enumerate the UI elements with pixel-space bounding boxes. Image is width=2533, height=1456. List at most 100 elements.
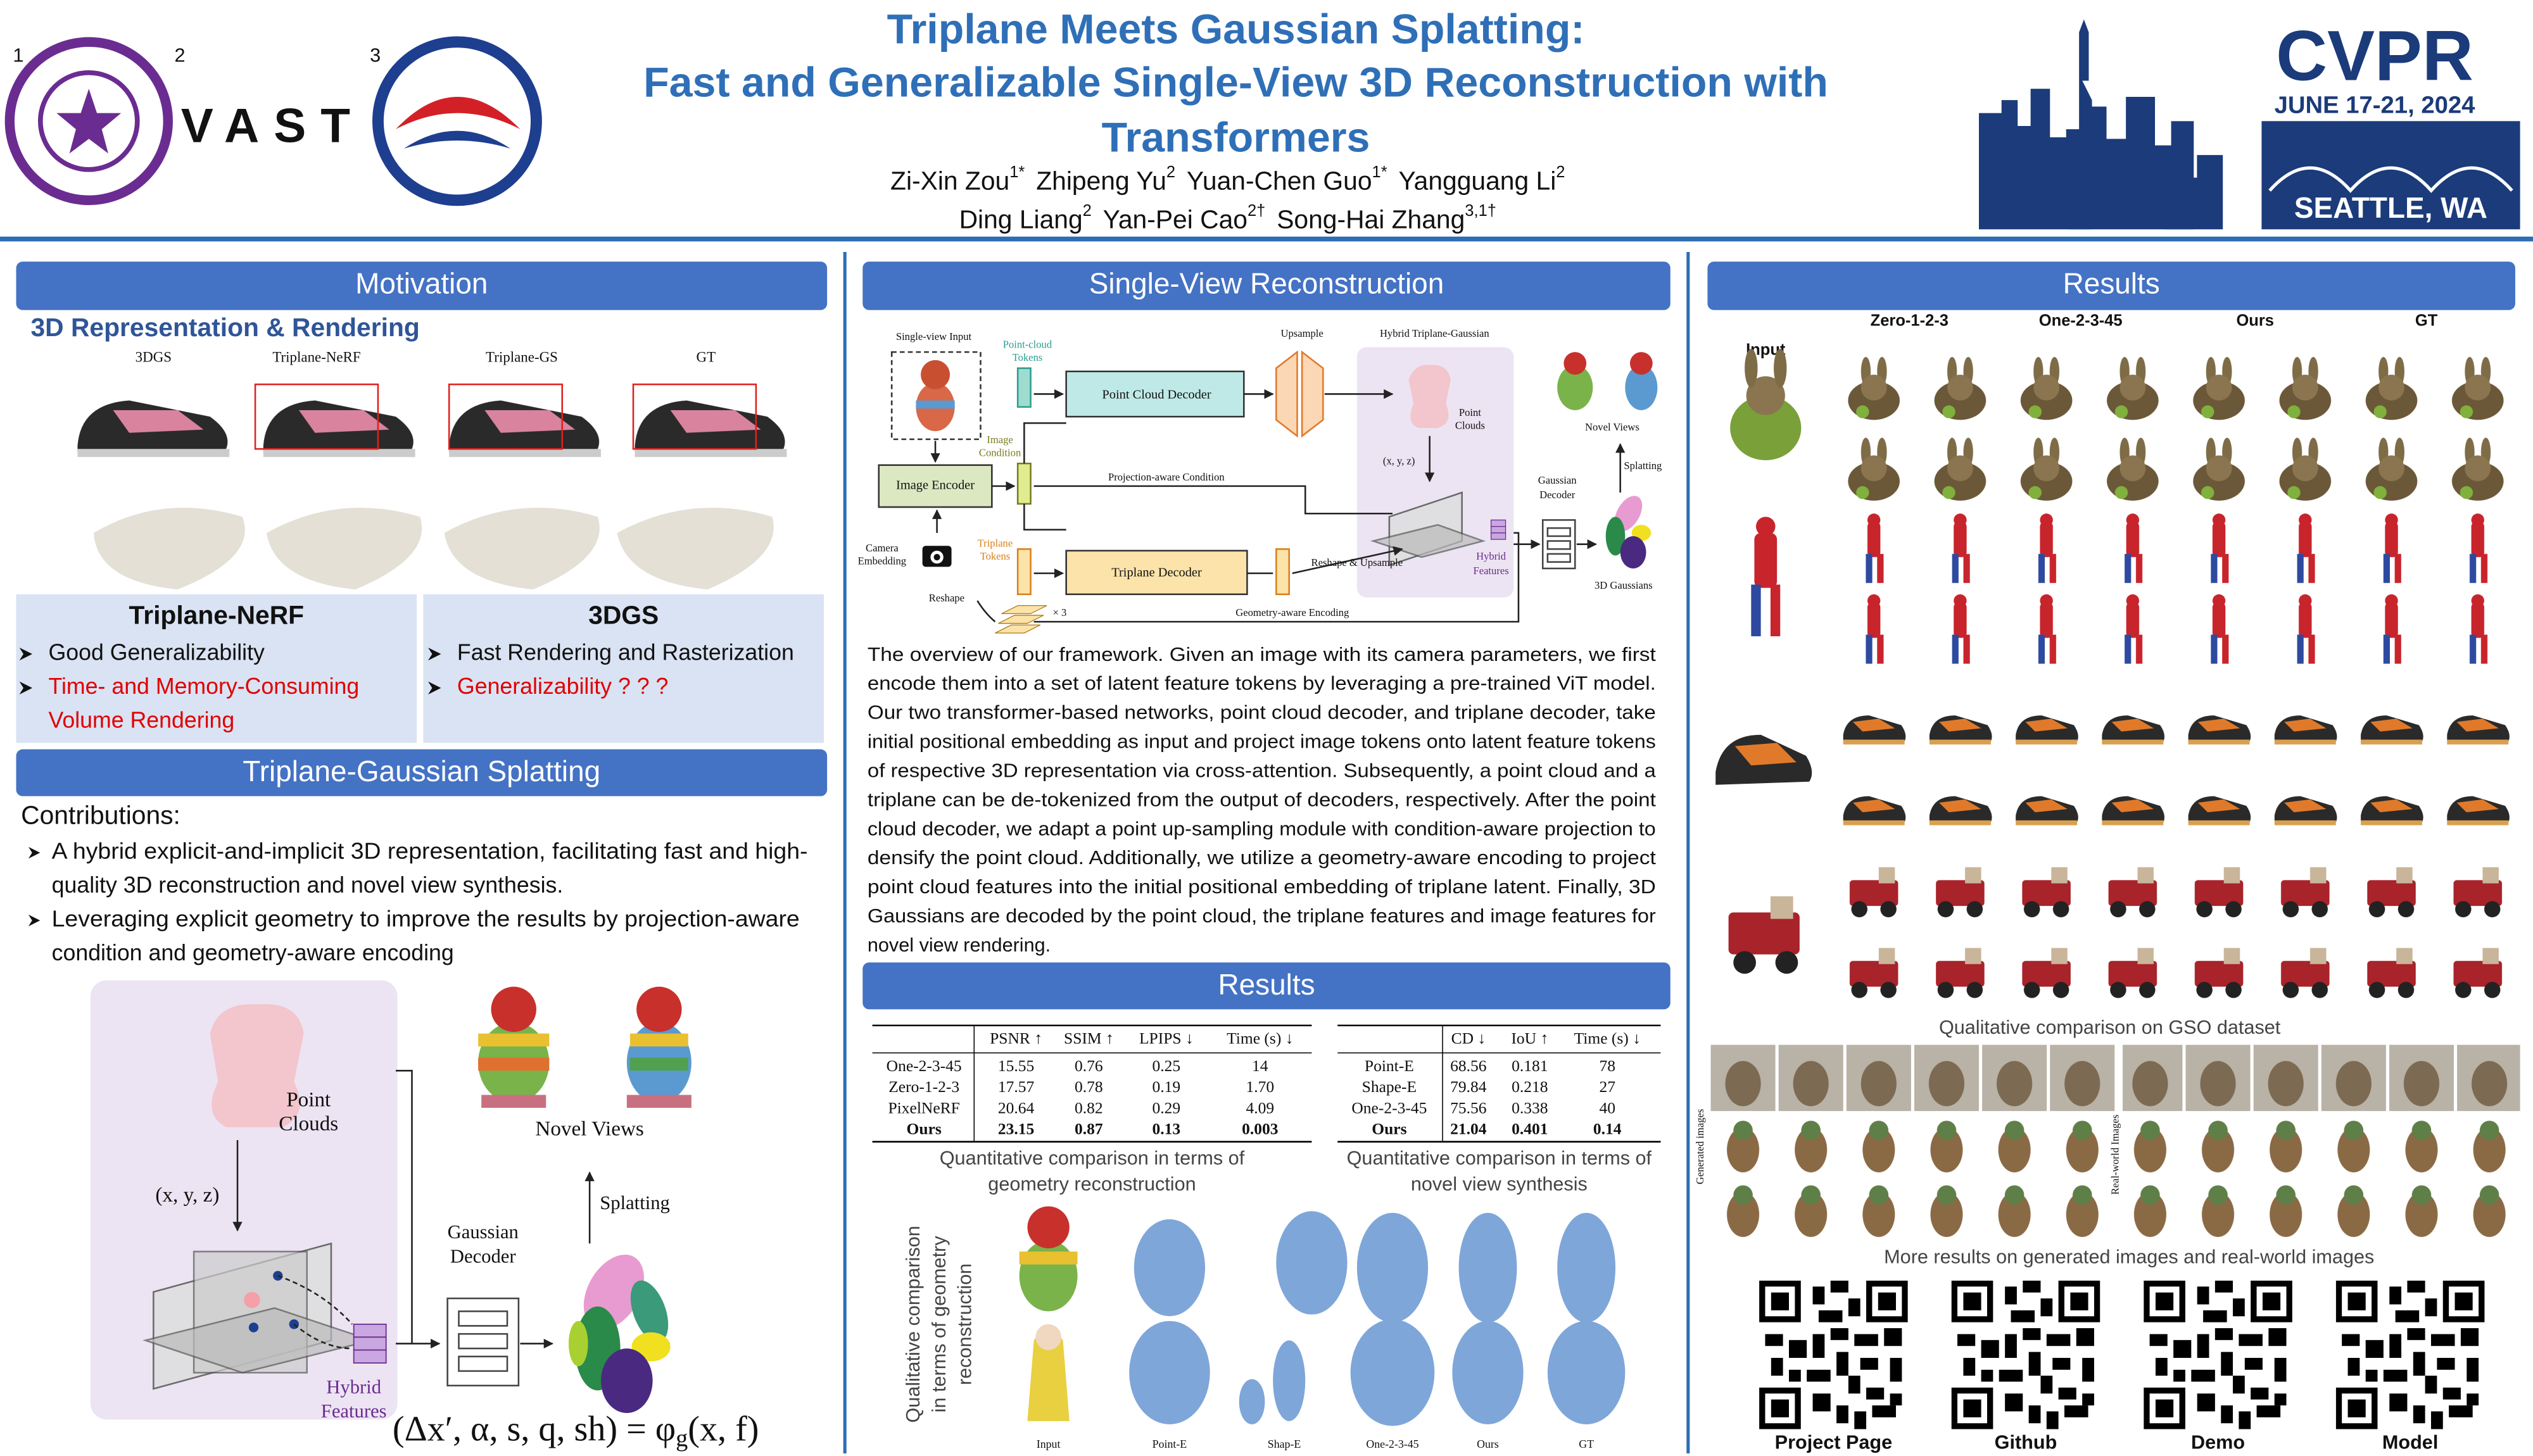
triplane-gs-section: Triplane-Gaussian Splatting Contribution… <box>16 749 828 1452</box>
affiliation-mark: 3 <box>370 44 381 66</box>
contributions-label: Contributions: <box>21 801 180 830</box>
decoration <box>1490 532 1507 540</box>
table-header: SSIM ↑ <box>1064 1029 1114 1048</box>
decoration <box>1458 1212 1517 1323</box>
decoration <box>1546 553 1571 563</box>
figure-label: GT <box>1579 1438 1594 1450</box>
table-cell: 79.84 <box>1450 1077 1487 1096</box>
title: Triplane Meets Gaussian Splatting: <box>887 6 1585 53</box>
figure-label: One-2-3-45 <box>1366 1438 1418 1450</box>
diagram-label: Triplane <box>978 537 1013 549</box>
table-header: IoU ↑ <box>1511 1029 1548 1048</box>
decoration <box>568 1321 588 1367</box>
description-line: novel view rendering. <box>868 934 1051 956</box>
description-line: Our two transformer-based networks, poin… <box>868 702 1656 724</box>
decoration <box>2068 97 2194 230</box>
contribution-line: condition and geometry-aware encoding <box>52 940 454 965</box>
description-line: densify the point cloud. Additionally, w… <box>868 847 1656 869</box>
side-label: Generated images <box>1694 1109 1706 1184</box>
table-header: CD ↓ <box>1451 1029 1486 1048</box>
table-cell: Zero-1-2-3 <box>888 1077 959 1096</box>
affiliation: 1* <box>1372 163 1387 181</box>
decoration <box>1019 1252 1078 1265</box>
table-cell: 20.64 <box>998 1098 1035 1117</box>
decoration <box>1490 519 1507 540</box>
table-header: LPIPS ↓ <box>1139 1029 1194 1048</box>
decoration <box>478 1057 550 1071</box>
author-name: Zi-Xin Zou <box>890 166 1009 195</box>
figure-caption: Qualitative comparison <box>902 1226 924 1422</box>
affiliation: 1* <box>1009 163 1025 181</box>
qr-code <box>2335 1280 2485 1429</box>
author-line: Zi-Xin Zou1* Zhipeng Yu2 Yuan-Chen Guo1* Ya… <box>890 163 1565 195</box>
gaussian-blobs <box>1605 496 1652 568</box>
description: The overview of our framework. Given an … <box>868 644 1657 956</box>
diagram-label: Triplane Decoder <box>1111 565 1202 579</box>
table-cell: 0.25 <box>1153 1057 1181 1075</box>
table-cell: PixelNeRF <box>888 1098 960 1117</box>
section-bar <box>16 261 828 310</box>
diagram-label: Point-cloud <box>1003 339 1052 351</box>
table-header: Time (s) ↓ <box>1227 1029 1293 1048</box>
decoration <box>1016 462 1032 505</box>
decoration <box>1490 525 1507 534</box>
figure-label: Gaussian <box>448 1221 519 1243</box>
decoration <box>636 986 682 1032</box>
table-cell: Shape-E <box>1362 1077 1417 1096</box>
description-line: point cloud features into the initial po… <box>868 876 1656 898</box>
figure-label: (x, y, z) <box>155 1183 219 1207</box>
novel-view-render <box>1557 352 1658 410</box>
author-name: Yuan-Chen Guo <box>1187 166 1372 195</box>
figure-caption: Qualitative comparison on GSO dataset <box>1939 1017 2281 1038</box>
figure-label: Shap-E <box>1268 1438 1301 1450</box>
table-caption: novel view synthesis <box>1411 1174 1588 1195</box>
decoration <box>1629 352 1653 375</box>
decoration <box>626 1095 692 1108</box>
bullet <box>28 846 41 859</box>
pipeline-diagram: Single-view Input Point-cloud Tokens Poi… <box>858 327 1662 634</box>
diagram-label: Hybrid <box>1476 550 1507 562</box>
column-label: GT <box>2415 311 2438 329</box>
title: Transformers <box>1102 114 1370 161</box>
table-cell: Ours <box>907 1120 942 1138</box>
vast-logo: VAST <box>181 99 365 153</box>
affiliation-mark: 2 <box>175 44 186 66</box>
decoration <box>1408 365 1451 429</box>
decoration <box>1730 396 1802 461</box>
diagram-label: Features <box>1474 565 1509 577</box>
decoration <box>353 1323 387 1364</box>
table-cell: 0.87 <box>1075 1120 1103 1138</box>
decoration <box>1275 548 1290 596</box>
decoration <box>1733 951 1756 974</box>
table-caption: geometry reconstruction <box>988 1174 1196 1195</box>
section-heading: Results <box>2063 267 2160 300</box>
table-cell: 21.04 <box>1450 1120 1487 1138</box>
decoration <box>1356 1212 1429 1323</box>
affiliation-mark: 1 <box>13 44 23 66</box>
table-cell: 0.218 <box>1512 1077 1548 1096</box>
table-cell: 0.003 <box>1242 1120 1278 1138</box>
figure-caption: More results on generated images and rea… <box>1884 1246 2374 1267</box>
diagram-label: Clouds <box>1455 419 1485 431</box>
decoration <box>1350 1319 1435 1426</box>
diagram-label: Image Encoder <box>896 479 975 493</box>
decoration <box>1620 536 1646 568</box>
con-item: Time- and Memory-Consuming <box>49 674 360 699</box>
decoration <box>1027 1328 1070 1421</box>
diagram-label: Tokens <box>980 550 1011 562</box>
qr-label: Project Page <box>1775 1432 1892 1453</box>
section-bar <box>1707 261 2515 310</box>
authors: Zi-Xin Zou1* Zhipeng Yu2 Yuan-Chen Guo1* Ya… <box>890 163 1565 234</box>
decoration <box>1276 1211 1348 1315</box>
qinghai-logo <box>372 36 542 206</box>
table-cell: 15.55 <box>998 1057 1034 1075</box>
decoration <box>629 1057 688 1071</box>
figure-label: Clouds <box>279 1112 338 1136</box>
figure-labels: Input Point-E Shap-E One-2-3-45 Ours GT <box>1037 1438 1594 1450</box>
decoration <box>1625 365 1658 410</box>
result-renders <box>1830 508 2520 670</box>
decoration <box>1016 548 1032 596</box>
decoration <box>244 1291 260 1309</box>
table-cell: 0.82 <box>1075 1098 1103 1117</box>
figure-label: Point-E <box>1153 1438 1187 1450</box>
